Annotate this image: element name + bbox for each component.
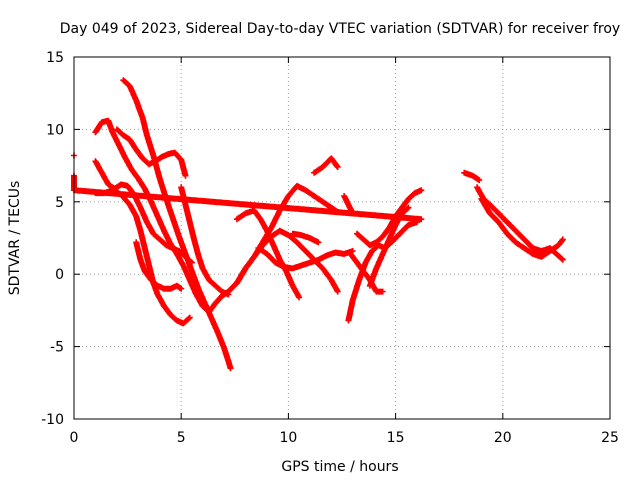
chart-title: Day 049 of 2023, Sidereal Day-to-day VTE… <box>60 21 620 37</box>
data-marks <box>71 77 566 372</box>
series-pass-1 <box>120 77 234 372</box>
y-tick-label: 5 <box>55 195 64 211</box>
data-point-markers <box>133 239 185 292</box>
y-axis-title: SDTVAR / TECUs <box>7 181 23 296</box>
data-point-markers <box>113 126 189 179</box>
x-tick-label: 5 <box>177 430 186 446</box>
x-tick-label: 0 <box>70 430 79 446</box>
series-pass-12 <box>311 155 341 176</box>
data-point-markers <box>311 155 341 176</box>
series-pass-20 <box>478 195 566 260</box>
data-point-markers <box>289 230 322 246</box>
x-tick-label: 15 <box>387 430 405 446</box>
data-point-markers <box>120 77 234 372</box>
y-tick-label: 0 <box>55 267 64 283</box>
x-tick-label: 20 <box>494 430 512 446</box>
y-tick-label: -5 <box>50 340 64 356</box>
x-tick-label: 10 <box>279 430 297 446</box>
data-point-markers <box>354 187 425 249</box>
series-pass-17 <box>347 250 386 295</box>
series-pass-7 <box>133 239 185 292</box>
data-point-markers <box>478 195 566 260</box>
series-pass-8 <box>233 207 303 301</box>
y-tick-label: -10 <box>41 412 64 428</box>
series-pass-18 <box>461 169 483 184</box>
series-pass-15 <box>354 187 425 249</box>
y-tick-label: 15 <box>46 50 64 66</box>
data-point-markers <box>347 250 386 295</box>
series-pass-3 <box>113 126 189 179</box>
data-point-markers <box>461 169 483 184</box>
data-point-markers <box>233 207 303 301</box>
y-tick-label: 10 <box>46 122 64 138</box>
grid-lines <box>74 57 610 419</box>
series-pass-11 <box>289 230 322 246</box>
series-pass-10 <box>255 245 356 272</box>
x-tick-label: 25 <box>601 430 619 446</box>
axis-ticks: 0 5 10 15 20 25 -10 -5 0 5 10 15 <box>41 50 619 446</box>
x-axis-title: GPS time / hours <box>281 459 398 475</box>
plot-frame <box>73 56 611 420</box>
data-point-markers <box>255 245 356 272</box>
